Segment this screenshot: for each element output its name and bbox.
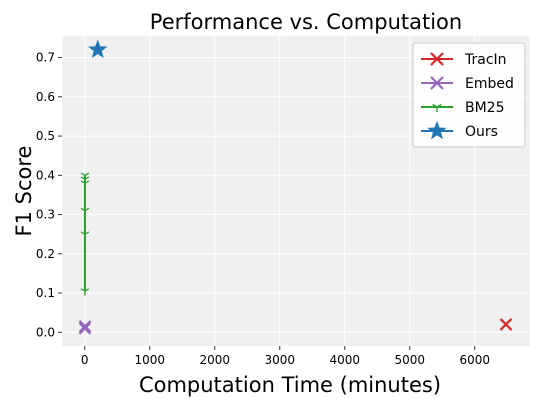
- data-point-embed: [78, 322, 92, 335]
- series-ours: [88, 39, 108, 58]
- x-tick-label: 2000: [199, 353, 230, 367]
- data-point-embed: [78, 320, 92, 333]
- y-tick-label: 0.6: [36, 90, 55, 104]
- series-layer: [78, 39, 513, 335]
- legend-marker-ours: [427, 120, 447, 140]
- series-embed: [78, 320, 92, 335]
- data-point-bm25: [80, 231, 90, 239]
- x-tick-label: 1000: [134, 353, 165, 367]
- y-tick-label: 0.4: [36, 168, 55, 182]
- series-bm25: [80, 172, 90, 296]
- x-tick-label: 3000: [264, 353, 295, 367]
- x-axis-label: Computation Time (minutes): [139, 373, 441, 397]
- legend-label-embed: Embed: [465, 76, 514, 92]
- chart-title: Performance vs. Computation: [150, 10, 462, 34]
- data-point-bm25: [80, 180, 90, 188]
- legend-marker-bm25: [432, 103, 442, 112]
- x-tick-label: 6000: [459, 353, 490, 367]
- legend-box: [412, 42, 526, 148]
- y-tick-label: 0.0: [36, 325, 55, 339]
- legend-label-tracin: TracIn: [464, 52, 507, 68]
- legend-marker-tracin: [430, 52, 444, 66]
- y-tick-label: 0.3: [36, 208, 55, 222]
- y-axis-label: F1 Score: [12, 146, 36, 237]
- data-point-bm25: [80, 207, 90, 216]
- grid: [62, 36, 530, 346]
- data-point-bm25: [80, 172, 90, 180]
- x-tick-label: 5000: [394, 353, 425, 367]
- x-tick-label: 4000: [329, 353, 360, 367]
- x-axis: 0 1000 2000 3000 4000 5000 6000: [81, 346, 490, 367]
- data-point-ours: [88, 39, 108, 58]
- legend-label-ours: Ours: [465, 124, 498, 140]
- data-point-bm25: [80, 176, 90, 184]
- y-axis: 0.0 0.1 0.2 0.3 0.4 0.5 0.6 0.7: [36, 51, 62, 339]
- y-tick-label: 0.5: [36, 129, 55, 143]
- x-tick-label: 0: [81, 353, 89, 367]
- legend-label-bm25: BM25: [465, 100, 505, 116]
- y-tick-label: 0.7: [36, 51, 55, 65]
- data-point-bm25: [80, 288, 90, 296]
- data-point-tracin: [499, 318, 513, 331]
- series-tracin: [499, 318, 513, 331]
- y-tick-label: 0.1: [36, 286, 55, 300]
- legend: TracIn Embed BM25 Ours: [412, 42, 526, 148]
- legend-marker-embed: [430, 76, 444, 90]
- y-tick-label: 0.2: [36, 247, 55, 261]
